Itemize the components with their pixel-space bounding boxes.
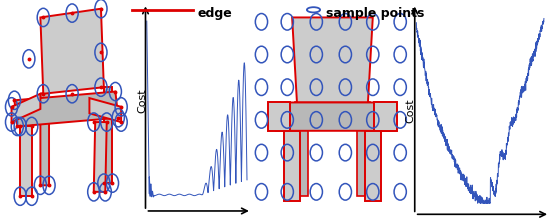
Polygon shape: [40, 92, 49, 185]
Polygon shape: [90, 98, 121, 122]
Polygon shape: [284, 131, 300, 201]
Polygon shape: [356, 102, 370, 196]
Polygon shape: [292, 17, 373, 102]
Polygon shape: [104, 87, 113, 183]
Polygon shape: [276, 102, 389, 131]
Polygon shape: [40, 9, 104, 94]
Text: Cost: Cost: [137, 88, 147, 112]
Polygon shape: [14, 92, 118, 126]
Text: sample points: sample points: [326, 7, 424, 20]
Polygon shape: [365, 131, 381, 201]
Text: edge: edge: [198, 7, 233, 20]
Text: Cost: Cost: [405, 99, 415, 123]
Polygon shape: [295, 102, 308, 196]
Polygon shape: [20, 126, 32, 196]
Polygon shape: [268, 102, 290, 131]
Polygon shape: [12, 94, 40, 122]
Polygon shape: [375, 102, 397, 131]
Polygon shape: [94, 122, 107, 192]
